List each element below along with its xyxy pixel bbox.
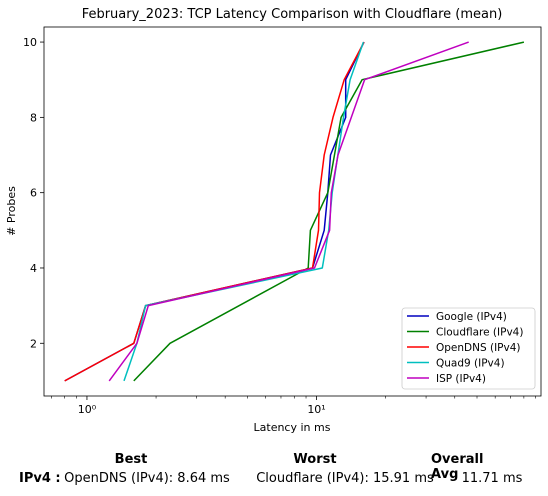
x-axis-label: Latency in ms bbox=[254, 421, 331, 434]
legend-label: Cloudflare (IPv4) bbox=[436, 327, 523, 339]
series-layer bbox=[64, 41, 525, 382]
plot-frame bbox=[43, 26, 542, 397]
summary-row-label: IPv4 : bbox=[19, 471, 61, 486]
summary-overall-value: 11.71 ms bbox=[461, 471, 523, 486]
y-tick-label: 8 bbox=[30, 111, 37, 124]
axes-layer: 10⁰ 10¹ 2 4 6 8 10 bbox=[23, 36, 536, 416]
summary-worst-value: Cloudflare (IPv4): 15.91 ms bbox=[256, 471, 434, 486]
summary-header-overall: Overall Avg bbox=[431, 452, 484, 482]
summary-table: Best Worst Overall Avg IPv4 : OpenDNS (I… bbox=[0, 448, 548, 496]
legend-label: OpenDNS (IPv4) bbox=[436, 342, 521, 354]
y-tick-label: 6 bbox=[30, 187, 37, 200]
legend-box bbox=[401, 307, 536, 390]
x-tick-label: 10¹ bbox=[307, 403, 325, 416]
y-tick-label: 2 bbox=[30, 337, 37, 350]
y-axis-label: # Probes bbox=[5, 186, 18, 236]
y-tick-label: 10 bbox=[23, 36, 37, 49]
summary-header-best: Best bbox=[114, 452, 148, 467]
y-tick-label: 4 bbox=[30, 262, 37, 275]
x-tick-label: 10⁰ bbox=[78, 403, 97, 416]
legend-label: Google (IPv4) bbox=[436, 311, 507, 323]
latency-chart: February_2023: TCP Latency Comparison wi… bbox=[5, 7, 542, 434]
series-line-4 bbox=[108, 41, 469, 382]
series-line-3 bbox=[123, 41, 365, 382]
summary-best-value: OpenDNS (IPv4): 8.64 ms bbox=[64, 471, 230, 486]
legend-label: ISP (IPv4) bbox=[436, 373, 486, 385]
legend: Google (IPv4) Cloudflare (IPv4) OpenDNS (I… bbox=[401, 307, 536, 390]
series-line-2 bbox=[64, 41, 365, 382]
chart-title: February_2023: TCP Latency Comparison wi… bbox=[82, 7, 503, 22]
summary-header-worst: Worst bbox=[293, 452, 337, 467]
legend-label: Quad9 (IPv4) bbox=[436, 358, 505, 370]
